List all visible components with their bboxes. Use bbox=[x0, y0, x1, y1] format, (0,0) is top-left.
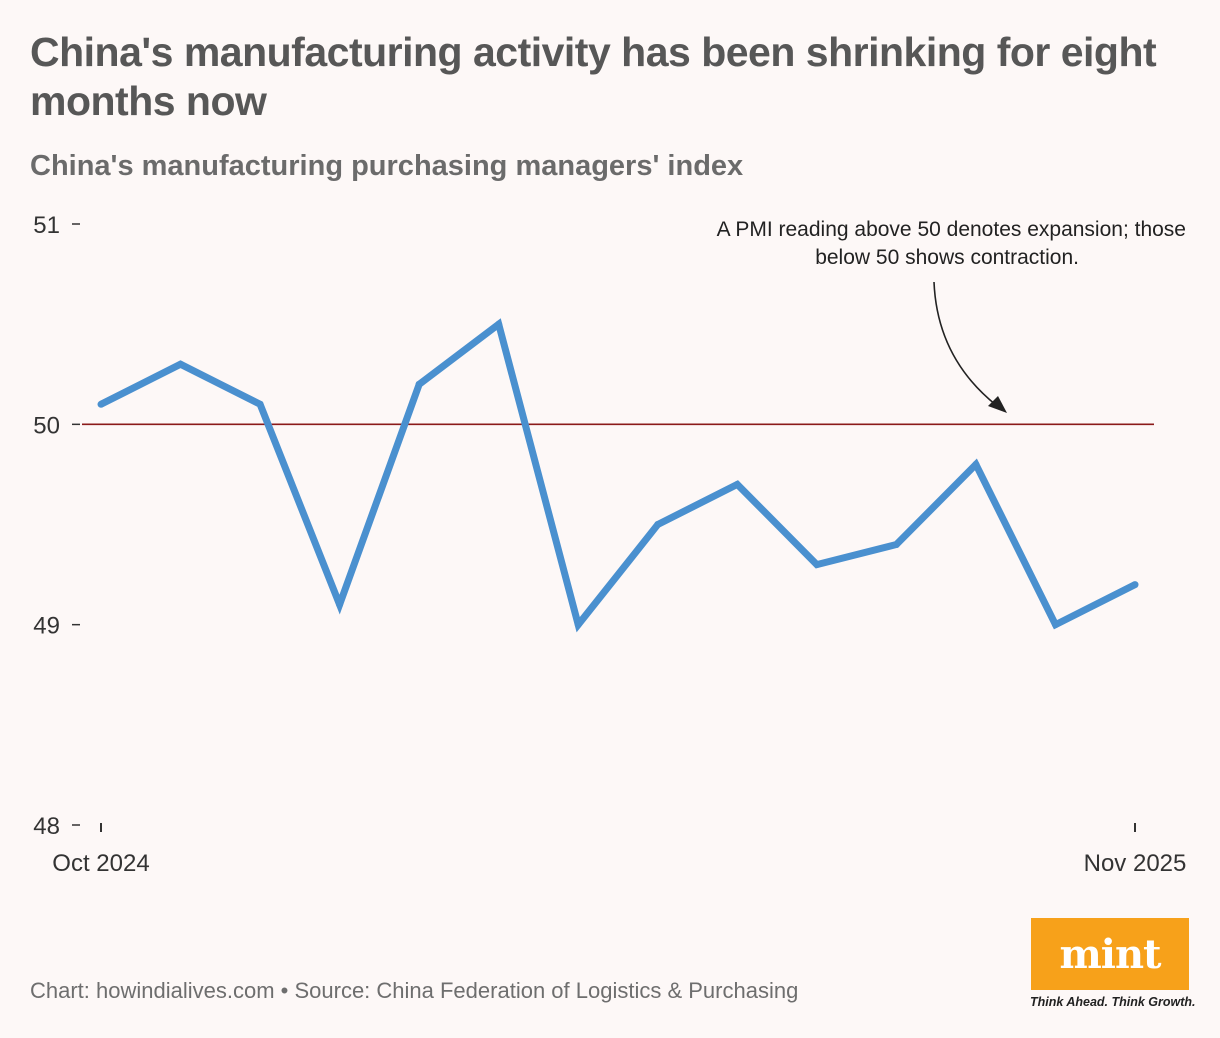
annotation: A PMI reading above 50 denotes expansion… bbox=[717, 218, 1186, 413]
mint-logo: mint bbox=[1031, 918, 1189, 990]
chart-title: China's manufacturing activity has been … bbox=[30, 29, 1157, 124]
logo-tagline: Think Ahead. Think Growth. bbox=[1030, 995, 1196, 1009]
data-point-1 bbox=[177, 360, 185, 368]
data-point-9 bbox=[813, 561, 821, 569]
annotation-line-2: below 50 shows contraction. bbox=[815, 246, 1079, 269]
chart-source: Chart: howindialives.com • Source: China… bbox=[30, 978, 799, 1003]
data-points bbox=[97, 320, 1139, 629]
x-tick-label-13: Nov 2025 bbox=[1084, 850, 1187, 877]
data-point-0 bbox=[97, 400, 105, 408]
y-tick-label-48: 48 bbox=[33, 813, 60, 840]
y-tick-label-51: 51 bbox=[33, 212, 60, 239]
data-point-7 bbox=[654, 521, 662, 528]
x-axis: Oct 2024 Nov 2025 bbox=[52, 823, 1186, 877]
data-point-10 bbox=[892, 541, 900, 549]
annotation-arrow bbox=[933, 281, 997, 406]
series-line-pmi bbox=[99, 318, 1137, 633]
data-point-11 bbox=[972, 460, 980, 468]
annotation-line-1: A PMI reading above 50 denotes expansion… bbox=[717, 218, 1186, 241]
data-point-13 bbox=[1131, 581, 1139, 589]
annotation-arrowhead-icon bbox=[988, 396, 1007, 413]
data-point-6 bbox=[574, 621, 582, 629]
data-point-4 bbox=[415, 380, 423, 388]
data-point-5 bbox=[495, 320, 503, 328]
data-point-3 bbox=[336, 601, 344, 609]
logo-text: mint bbox=[1059, 930, 1161, 978]
y-tick-label-49: 49 bbox=[33, 613, 60, 640]
data-point-2 bbox=[256, 400, 264, 408]
data-point-12 bbox=[1051, 621, 1059, 629]
data-point-8 bbox=[733, 480, 741, 488]
x-tick-label-0: Oct 2024 bbox=[52, 850, 149, 877]
y-tick-label-50: 50 bbox=[33, 412, 60, 439]
y-axis: 48 49 50 51 bbox=[33, 212, 80, 840]
chart-subtitle: China's manufacturing purchasing manager… bbox=[30, 150, 744, 182]
